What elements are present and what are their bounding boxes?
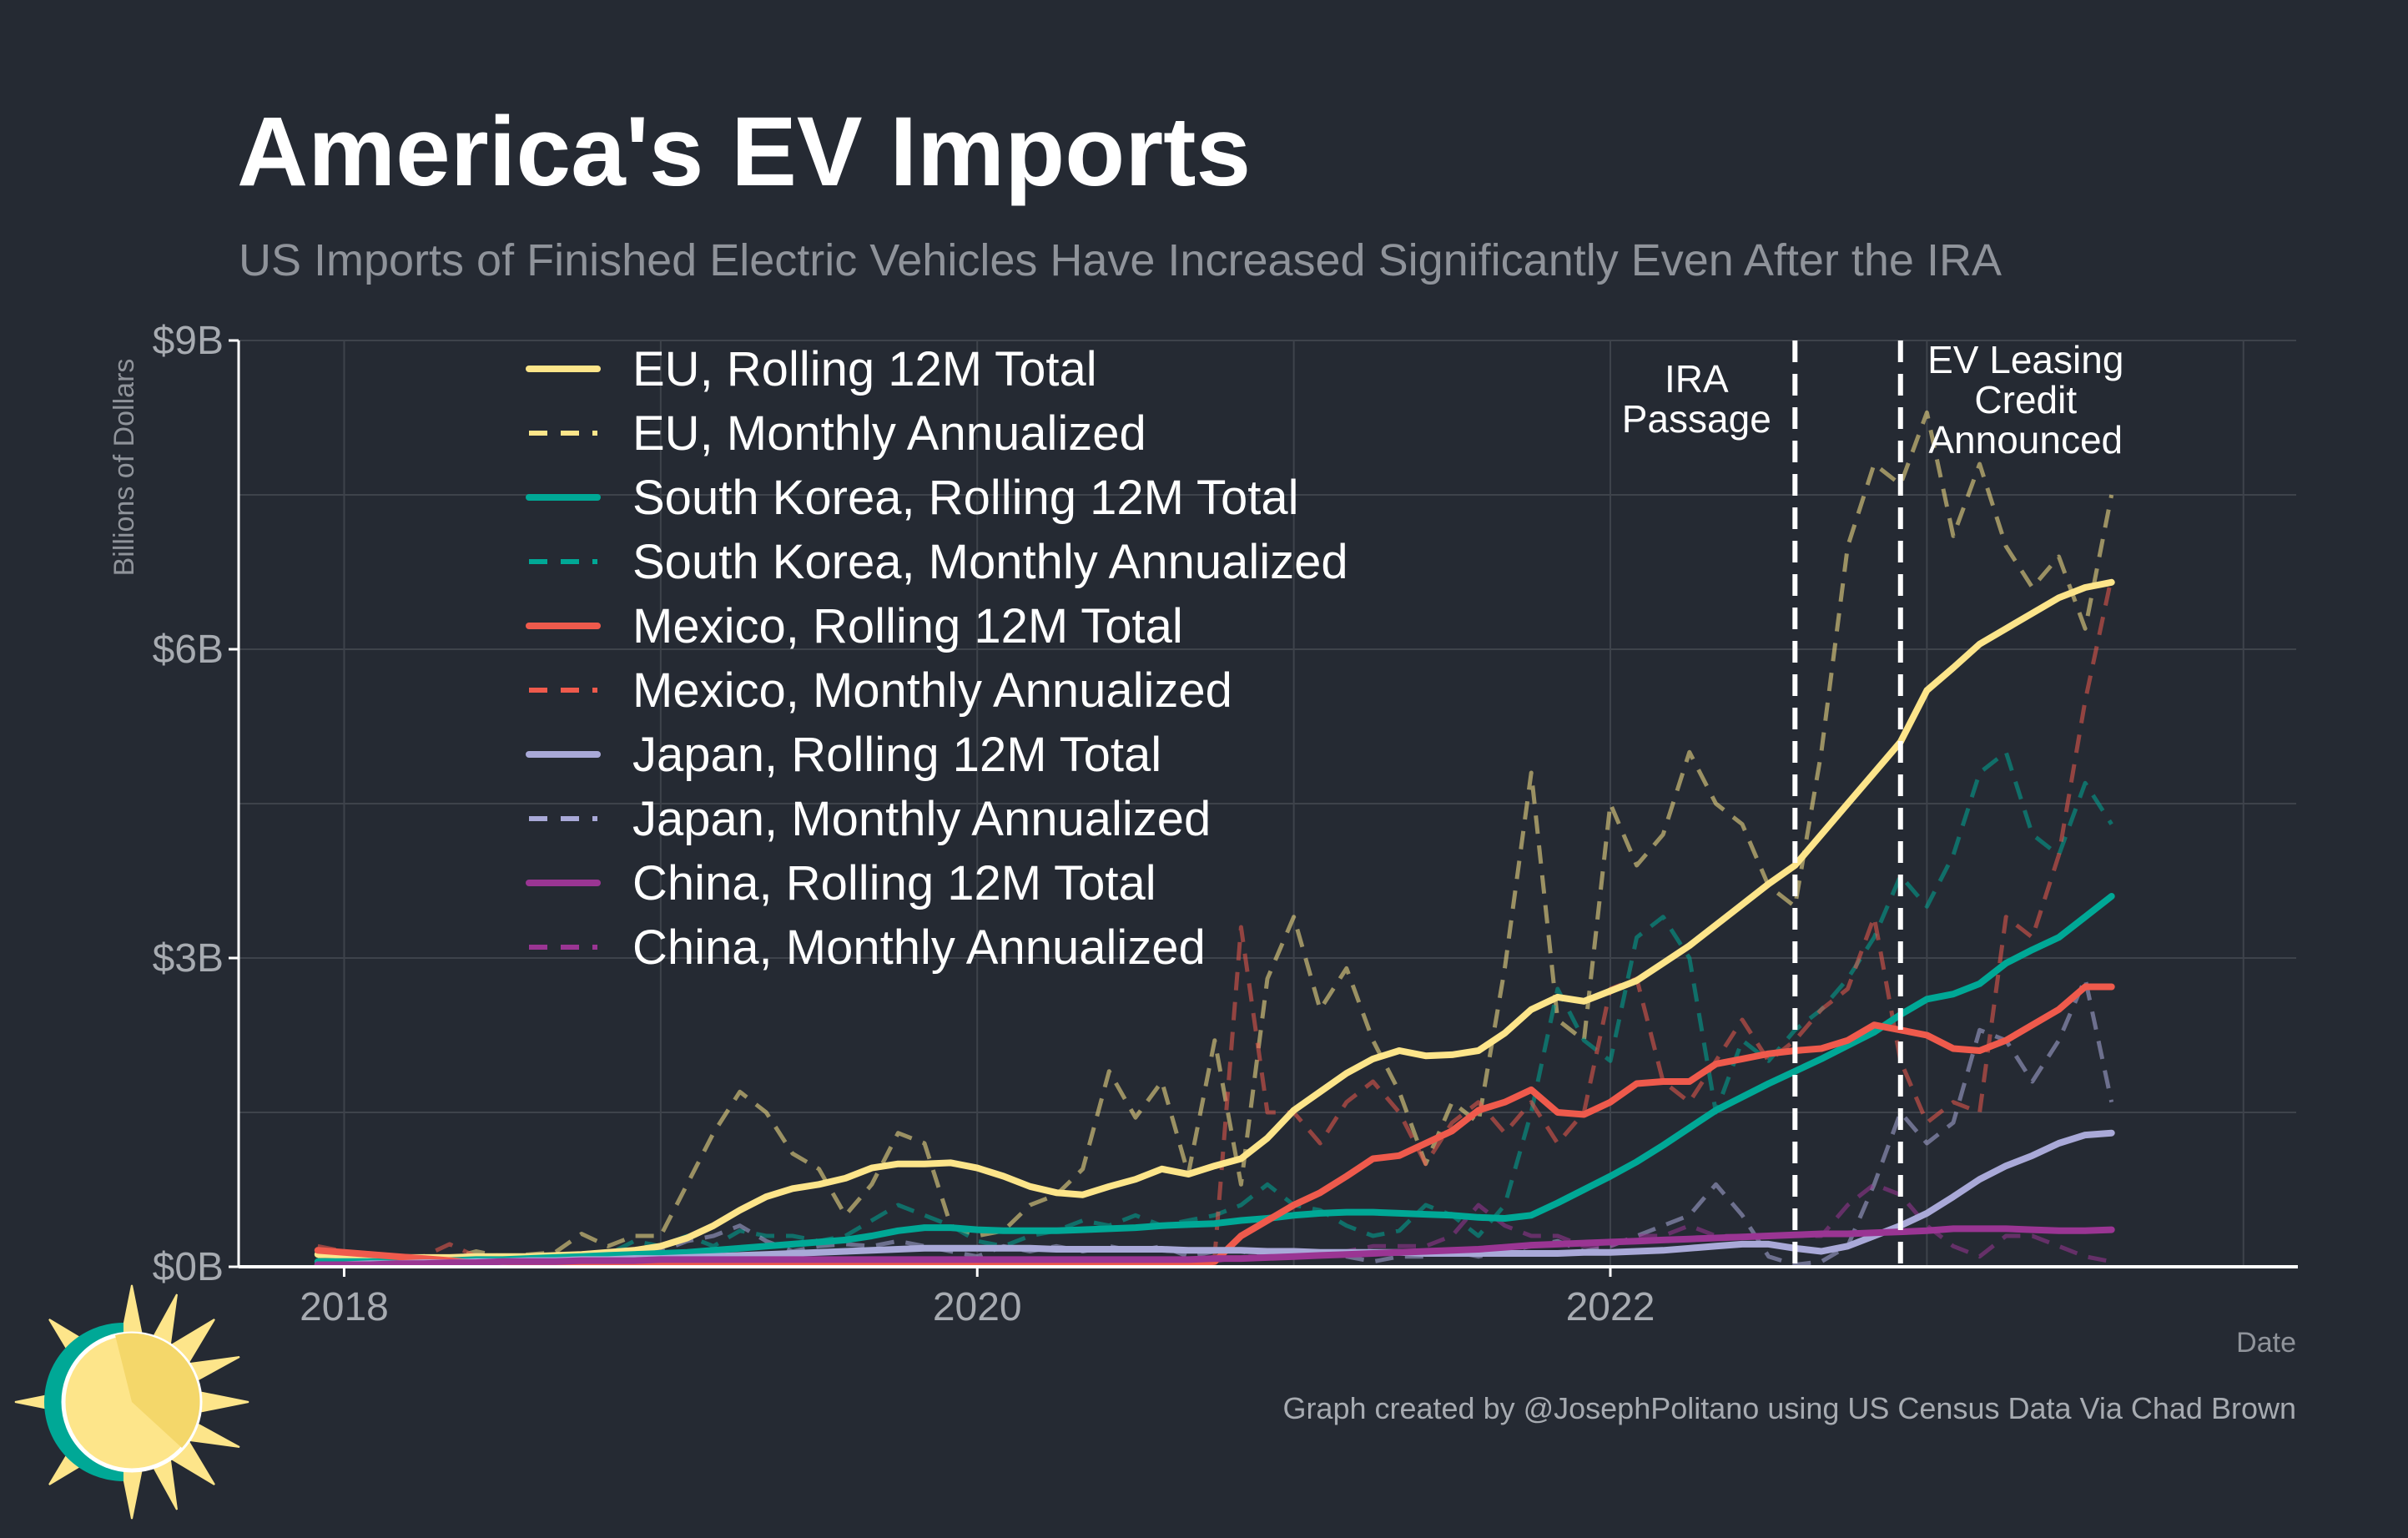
legend-label: China, Rolling 12M Total: [632, 856, 1156, 910]
series-line-eu-rolling: [314, 578, 2115, 1261]
sun-logo-icon: [14, 1284, 249, 1520]
series-line-eu-monthly: [317, 410, 2114, 1261]
legend-label: Mexico, Monthly Annualized: [632, 663, 1232, 718]
annotation-text: Announced: [1928, 418, 2123, 461]
x-axis-label: Date: [2236, 1327, 2296, 1359]
legend-label: EU, Monthly Annualized: [632, 406, 1146, 461]
x-tick-label: 2020: [933, 1285, 1022, 1329]
legend: EU, Rolling 12M Total EU, Monthly Annuali…: [526, 342, 1348, 975]
legend-label: EU, Rolling 12M Total: [632, 342, 1097, 396]
y-tick-label: $0B: [153, 1245, 224, 1289]
y-tick-label: $6B: [153, 628, 224, 672]
legend-label: Japan, Rolling 12M Total: [632, 728, 1161, 782]
annotation-text: Credit: [1974, 378, 2077, 421]
y-tick-label: $9B: [153, 319, 224, 363]
x-tick-label: 2022: [1566, 1285, 1655, 1329]
series-line-south-korea-rolling: [314, 893, 2115, 1265]
annotation-text: Passage: [1622, 397, 1771, 441]
series-line-south-korea-monthly: [317, 749, 2113, 1264]
y-axis-ticks: $0B $3B $6B $9B: [153, 319, 239, 1289]
annotation-text: IRA: [1665, 357, 1729, 401]
y-tick-label: $3B: [153, 936, 224, 981]
legend-label: Mexico, Rolling 12M Total: [632, 599, 1183, 653]
series-lines: [314, 410, 2115, 1268]
x-axis-ticks: 2018 2020 2022: [300, 1267, 1655, 1329]
credit-text: Graph created by @JosephPolitano using U…: [1282, 1391, 2296, 1425]
y-axis-label: Billions of Dollars: [108, 359, 140, 577]
legend-label: Japan, Monthly Annualized: [632, 792, 1211, 846]
legend-label: South Korea, Rolling 12M Total: [632, 471, 1299, 525]
legend-label: South Korea, Monthly Annualized: [632, 535, 1348, 589]
annotation-text: EV Leasing: [1927, 338, 2123, 381]
chart-subtitle: US Imports of Finished Electric Vehicles…: [239, 235, 2002, 285]
chart-title: America's EV Imports: [237, 97, 1251, 207]
legend-label: China, Monthly Annualized: [632, 920, 1206, 975]
x-tick-label: 2018: [300, 1285, 389, 1329]
series-line-china-rolling: [314, 1225, 2115, 1268]
